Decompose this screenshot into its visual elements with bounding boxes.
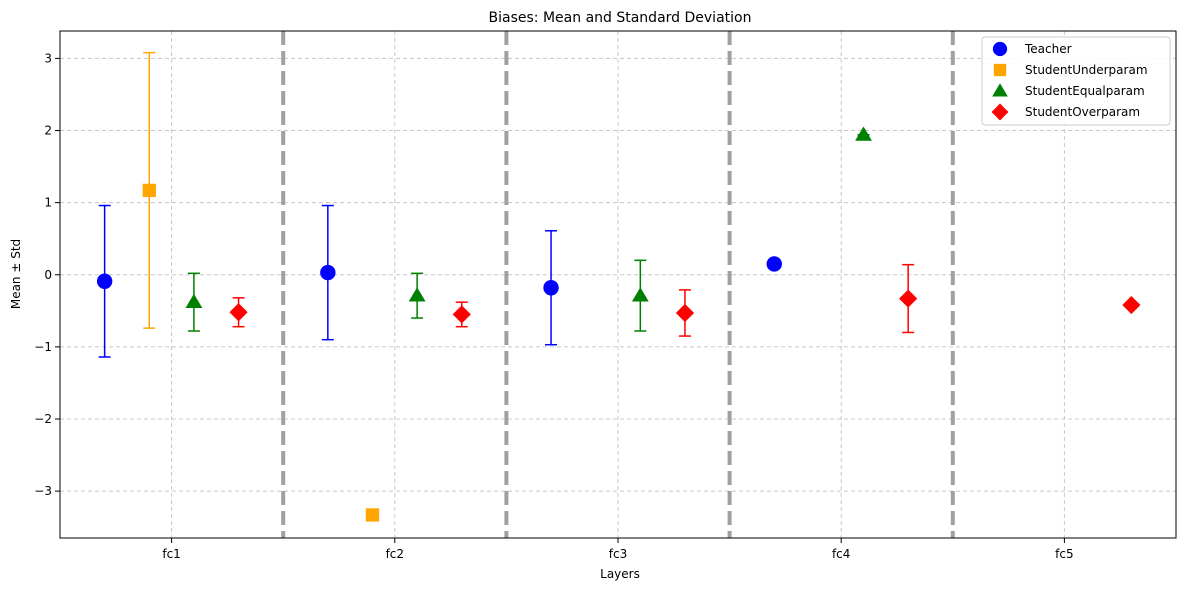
y-tick-label: 0 [44,268,52,282]
x-tick-label: fc3 [609,547,627,561]
y-tick-label: −3 [34,484,52,498]
data-point [543,280,559,296]
axes: −3 −2 −1 0 1 2 3 fc1 fc2 fc3 fc4 fc5 [34,30,1177,561]
y-tick-label: −1 [34,340,52,354]
x-tick-label: fc5 [1055,547,1073,561]
data-point [899,289,918,308]
data-point [185,293,203,309]
chart-title: Biases: Mean and Standard Deviation [489,10,752,26]
series-StudentOverparam [229,263,1141,337]
series-Teacher [96,204,782,358]
y-tick-label: 1 [44,196,52,210]
legend-marker [991,103,1009,121]
layer-separators [281,31,955,538]
x-tick-label: fc4 [832,547,850,561]
legend-marker [992,41,1008,57]
data-point [365,508,380,522]
data-point [96,273,113,289]
data-point [408,287,426,302]
y-axis-label: Mean ± Std [9,239,23,309]
data-point [320,264,336,281]
y-tick-label: −2 [34,412,52,426]
data-point [631,287,649,302]
legend-entry: StudentOverparam [1025,105,1140,119]
data-point [855,126,872,141]
data-point [229,303,248,322]
series-StudentUnderparam [142,51,380,522]
legend-entry: StudentEqualparam [1025,84,1145,98]
legend-marker [992,83,1008,97]
data-point [452,305,471,324]
grid-lines [60,31,1176,538]
series-StudentEqualparam [185,126,872,332]
legend-box [981,36,1171,126]
y-tick-label: 2 [44,124,52,138]
data-point [675,303,695,323]
data-point [766,256,782,272]
legend-entry: Teacher [1024,42,1072,56]
x-tick-label: fc2 [386,547,404,561]
legend: Teacher StudentUnderparam StudentEqualpara… [981,36,1171,126]
legend-entry: StudentUnderparam [1025,63,1148,77]
data-point [142,183,156,198]
data-layer [96,51,1141,522]
y-tick-label: 3 [44,51,52,65]
x-axis-label: Layers [600,567,640,581]
legend-marker [993,63,1007,77]
x-tick-label: fc1 [162,547,180,561]
data-point [1122,295,1141,315]
